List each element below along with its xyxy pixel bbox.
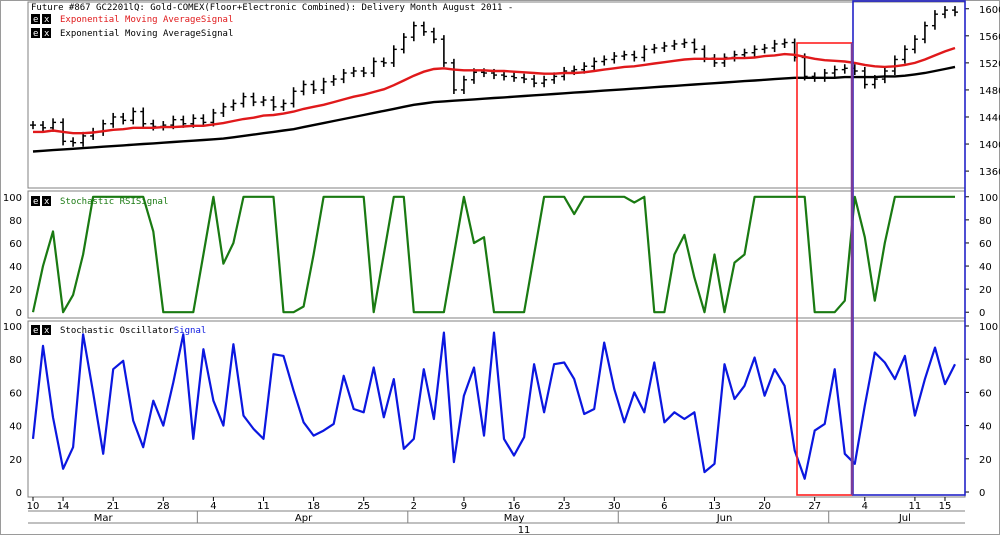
y-tick-label: 100 bbox=[979, 322, 998, 333]
stoch-line bbox=[31, 331, 956, 480]
y-tick-label-left: 100 bbox=[3, 322, 22, 333]
x-tick-label: 6 bbox=[661, 501, 667, 512]
e-icon[interactable] bbox=[31, 28, 40, 38]
x-tick-label: 20 bbox=[758, 501, 771, 512]
svg-text:x: x bbox=[44, 197, 50, 207]
y-tick-label: 60 bbox=[979, 388, 992, 399]
ema-black-line bbox=[32, 65, 956, 153]
x-tick-label: 10 bbox=[27, 501, 40, 512]
y-tick-label: 1480 bbox=[979, 86, 1000, 97]
x-tick-label: 11 bbox=[257, 501, 270, 512]
legend-ema-red: Exponential Moving AverageSignal bbox=[60, 15, 233, 25]
month-label: Apr bbox=[295, 513, 313, 524]
y-tick-label: 20 bbox=[979, 455, 992, 466]
month-label: Jun bbox=[716, 513, 733, 524]
y-tick-label: 0 bbox=[979, 308, 985, 319]
x-tick-label: 4 bbox=[210, 501, 216, 512]
y-tick-label-left: 20 bbox=[9, 285, 22, 296]
e-icon[interactable] bbox=[31, 14, 40, 24]
x-icon[interactable] bbox=[42, 28, 51, 38]
y-tick-label-left: 80 bbox=[9, 355, 22, 366]
svg-text:e: e bbox=[33, 29, 38, 39]
y-tick-label: 1440 bbox=[979, 113, 1000, 124]
x-tick-label: 2 bbox=[411, 501, 417, 512]
svg-text:e: e bbox=[33, 197, 38, 207]
rsi-legend: e x Stochastic RSISignal bbox=[31, 196, 168, 207]
x-tick-label: 9 bbox=[461, 501, 467, 512]
x-tick-label: 4 bbox=[862, 501, 868, 512]
y-tick-label: 1520 bbox=[979, 59, 1000, 70]
stoch-legend: e x Stochastic OscillatorSignal bbox=[31, 325, 206, 336]
year-label: 11 bbox=[518, 525, 531, 535]
chart-title: Future #867 GC2201lQ: Gold-COMEX(Floor+E… bbox=[31, 3, 513, 13]
x-tick-label: 30 bbox=[608, 501, 621, 512]
x-tick-label: 13 bbox=[708, 501, 721, 512]
x-icon[interactable] bbox=[42, 196, 51, 206]
stoch-legend-text: Stochastic OscillatorSignal bbox=[60, 326, 206, 336]
rsi-legend-text: Stochastic RSISignal bbox=[60, 197, 168, 207]
y-tick-label: 1400 bbox=[979, 140, 1000, 151]
rsi-line bbox=[31, 195, 955, 314]
month-label: May bbox=[504, 513, 525, 524]
x-icon[interactable] bbox=[42, 14, 51, 24]
svg-text:e: e bbox=[33, 15, 38, 25]
svg-text:e: e bbox=[33, 326, 38, 336]
ema-red-line bbox=[33, 46, 956, 135]
y-tick-label: 40 bbox=[979, 262, 992, 273]
y-tick-label: 80 bbox=[979, 355, 992, 366]
e-icon[interactable] bbox=[31, 196, 40, 206]
x-icon[interactable] bbox=[42, 325, 51, 335]
y-tick-label: 60 bbox=[979, 239, 992, 250]
y-tick-label: 80 bbox=[979, 216, 992, 227]
y-tick-label: 0 bbox=[979, 488, 985, 499]
svg-text:x: x bbox=[44, 15, 50, 25]
x-tick-label: 14 bbox=[57, 501, 70, 512]
y-tick-label-left: 40 bbox=[9, 262, 22, 273]
y-tick-label: 1560 bbox=[979, 32, 1000, 43]
x-tick-label: 23 bbox=[558, 501, 571, 512]
svg-text:x: x bbox=[44, 326, 50, 336]
y-tick-label-left: 0 bbox=[16, 308, 22, 319]
y-tick-label: 1360 bbox=[979, 167, 1000, 178]
y-tick-label: 40 bbox=[979, 422, 992, 433]
x-tick-label: 11 bbox=[909, 501, 922, 512]
x-tick-label: 15 bbox=[939, 501, 952, 512]
x-tick-label: 21 bbox=[107, 501, 120, 512]
y-tick-label: 20 bbox=[979, 285, 992, 296]
y-tick-label: 100 bbox=[979, 193, 998, 204]
x-tick-label: 27 bbox=[808, 501, 821, 512]
highlight-overlays bbox=[796, 0, 966, 496]
x-axis: 10 14 21 28 4 11 18 25 2 9 16 23 30 6 13 20 27 4 11 15 Mar Ap… bbox=[27, 496, 965, 535]
y-tick-label-left: 60 bbox=[9, 239, 22, 250]
y-tick-label-left: 100 bbox=[3, 193, 22, 204]
e-icon[interactable] bbox=[31, 325, 40, 335]
month-label: Mar bbox=[94, 513, 114, 524]
x-tick-label: 25 bbox=[357, 501, 370, 512]
x-tick-label: 28 bbox=[157, 501, 170, 512]
month-label: Jul bbox=[898, 513, 911, 524]
x-tick-label: 16 bbox=[508, 501, 521, 512]
svg-text:x: x bbox=[44, 29, 50, 39]
legend-ema-black: Exponential Moving AverageSignal bbox=[60, 29, 233, 39]
y-tick-label-left: 80 bbox=[9, 216, 22, 227]
y-tick-label-left: 40 bbox=[9, 422, 22, 433]
y-tick-label-left: 0 bbox=[16, 488, 22, 499]
y-tick-label-left: 60 bbox=[9, 388, 22, 399]
x-tick-label: 18 bbox=[307, 501, 320, 512]
price-legend: Future #867 GC2201lQ: Gold-COMEX(Floor+E… bbox=[31, 3, 513, 39]
y-tick-label-left: 20 bbox=[9, 455, 22, 466]
